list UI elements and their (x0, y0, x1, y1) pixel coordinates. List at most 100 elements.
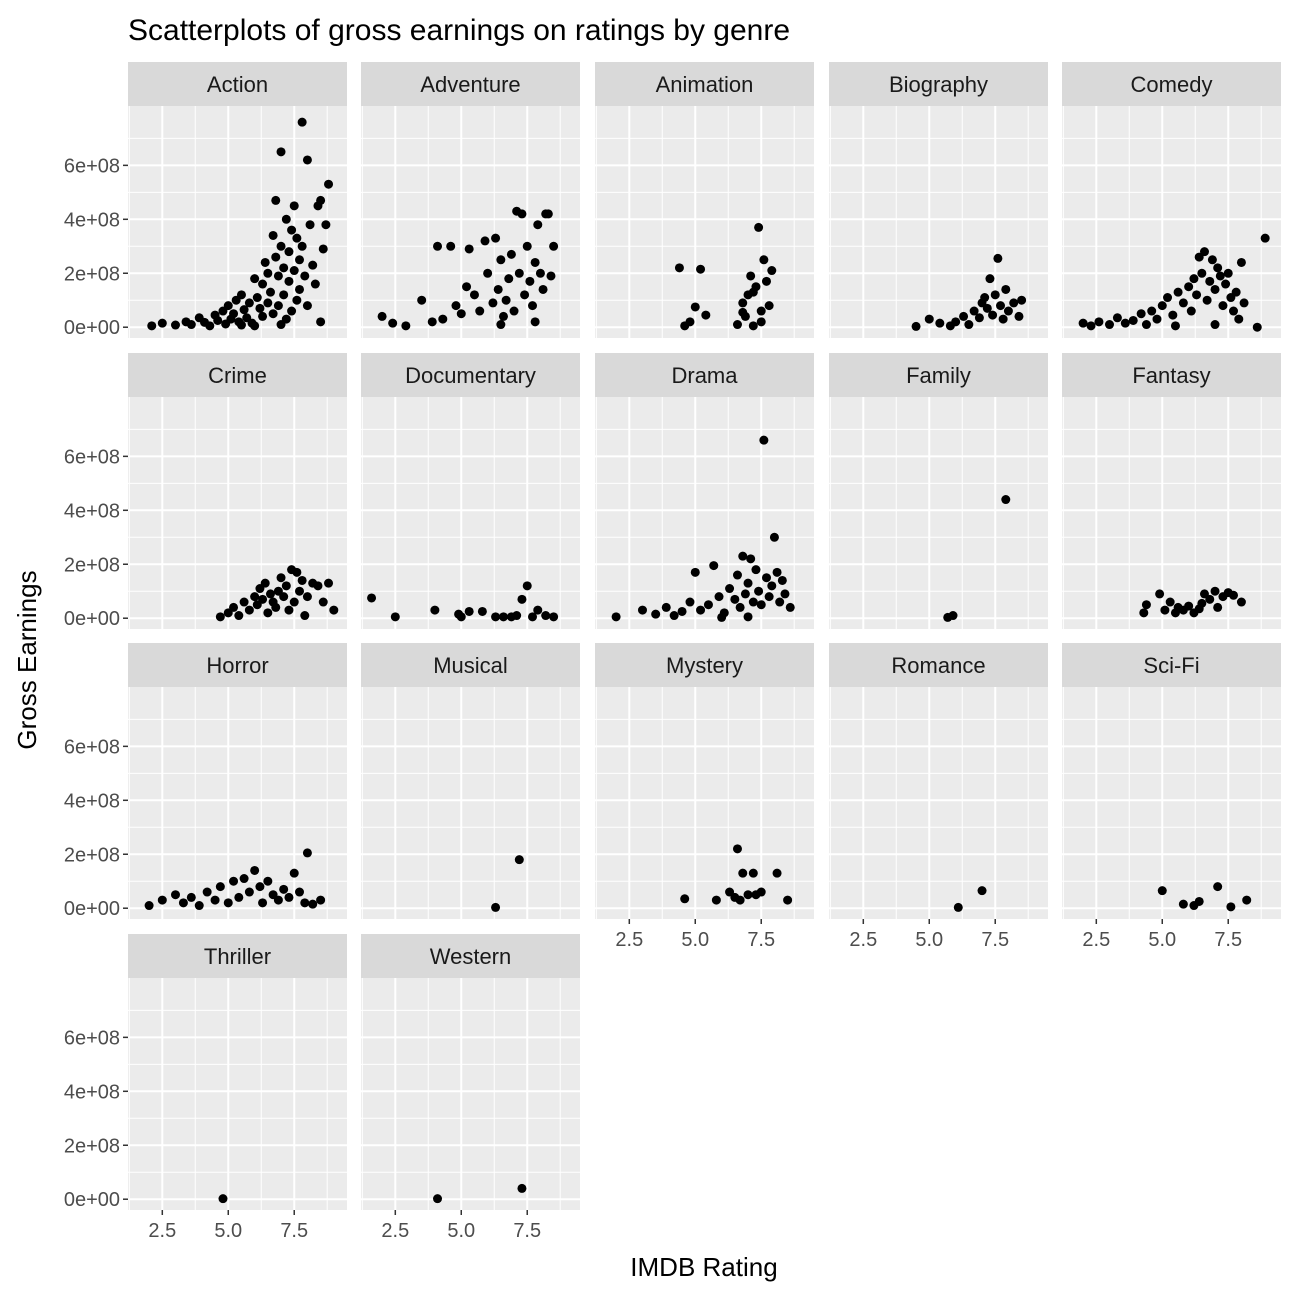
data-point (300, 611, 310, 621)
facet-panel (1062, 687, 1281, 919)
facet-strip (1062, 353, 1281, 397)
facet-strip-label: Musical (433, 653, 508, 678)
data-point (284, 892, 294, 902)
facet-panel (128, 397, 347, 629)
data-point (1163, 293, 1173, 303)
facet-panel (829, 397, 1048, 629)
y-tick-label: 4e+08 (64, 790, 120, 812)
data-point (1120, 318, 1130, 328)
data-point (367, 593, 377, 603)
facet-horror: Horror 0e+00 2e+08 4e+08 6e+08 (64, 643, 347, 920)
data-point (517, 209, 527, 219)
facet-crime: Crime 0e+00 2e+08 4e+08 6e+08 (64, 353, 347, 630)
data-point (252, 293, 262, 303)
data-point (229, 309, 239, 319)
data-point (759, 255, 769, 265)
data-point (522, 581, 532, 591)
data-point (491, 233, 501, 243)
data-point (546, 271, 556, 281)
data-point (1197, 598, 1207, 608)
data-point (530, 257, 540, 267)
data-point (709, 561, 719, 571)
data-point (239, 305, 249, 315)
facet-strip (361, 62, 580, 106)
data-point (1239, 298, 1249, 308)
data-point (1173, 287, 1183, 297)
data-point (1223, 268, 1233, 278)
data-point (754, 586, 764, 596)
data-point (295, 284, 305, 294)
data-point (732, 570, 742, 580)
data-point (170, 890, 180, 900)
data-point (451, 301, 461, 311)
data-point (265, 589, 275, 599)
data-point (236, 320, 246, 330)
data-point (1218, 301, 1228, 311)
x-tick-label: 5.0 (1148, 929, 1176, 951)
data-point (292, 567, 302, 577)
facet-western: Western 2.5 5.0 7.5 (361, 934, 580, 1242)
data-point (1112, 313, 1122, 323)
data-point (1236, 597, 1246, 607)
data-point (297, 575, 307, 585)
data-point (1234, 314, 1244, 324)
x-tick-label: 7.5 (981, 929, 1009, 951)
data-point (276, 241, 286, 251)
facet-strip (595, 353, 814, 397)
data-point (1155, 589, 1165, 599)
data-point (273, 271, 283, 281)
data-point (273, 301, 283, 311)
facet-strip (128, 643, 347, 687)
data-point (977, 886, 987, 896)
data-point (1221, 279, 1231, 289)
data-point (783, 895, 793, 905)
data-point (289, 597, 299, 607)
facet-action: Action 0e+00 2e+08 4e+08 6e+08 (64, 62, 347, 339)
x-axis-title: IMDB Rating (630, 1252, 777, 1282)
data-point (1017, 295, 1027, 305)
data-point (377, 311, 387, 321)
facet-panel (361, 687, 580, 919)
data-point (234, 892, 244, 902)
data-point (284, 247, 294, 257)
data-point (743, 890, 753, 900)
data-point (1139, 608, 1149, 618)
data-point (255, 882, 265, 892)
facet-strip-label: Sci-Fi (1143, 653, 1199, 678)
facet-strip (128, 934, 347, 978)
facet-strip-label: Drama (671, 363, 738, 388)
data-point (239, 874, 249, 884)
data-point (401, 321, 411, 331)
data-point (300, 271, 310, 281)
data-point (258, 279, 268, 289)
data-point (506, 249, 516, 259)
data-point (316, 895, 326, 905)
data-point (1001, 495, 1011, 505)
data-point (268, 309, 278, 319)
facet-strip (829, 62, 1048, 106)
y-axis-title: Gross Earnings (12, 570, 42, 749)
facet-strip (595, 643, 814, 687)
data-point (271, 602, 281, 612)
facet-panel (128, 687, 347, 919)
data-point (469, 290, 479, 300)
data-point (754, 222, 764, 232)
data-point (263, 298, 273, 308)
data-point (433, 241, 443, 251)
data-point (493, 284, 503, 294)
data-point (1194, 896, 1204, 906)
data-point (464, 606, 474, 616)
data-point (289, 201, 299, 211)
data-point (780, 589, 790, 599)
facet-panels: Action 0e+00 2e+08 4e+08 6e+08 Adventure Anima… (64, 62, 1281, 1242)
data-point (279, 263, 289, 273)
data-point (297, 117, 307, 127)
facet-biography: Biography (829, 62, 1048, 338)
facet-animation: Animation (595, 62, 814, 338)
data-point (514, 268, 524, 278)
data-point (446, 241, 456, 251)
x-tick-label: 5.0 (214, 1220, 242, 1242)
x-tick-label: 2.5 (1082, 929, 1110, 951)
data-point (287, 306, 297, 316)
